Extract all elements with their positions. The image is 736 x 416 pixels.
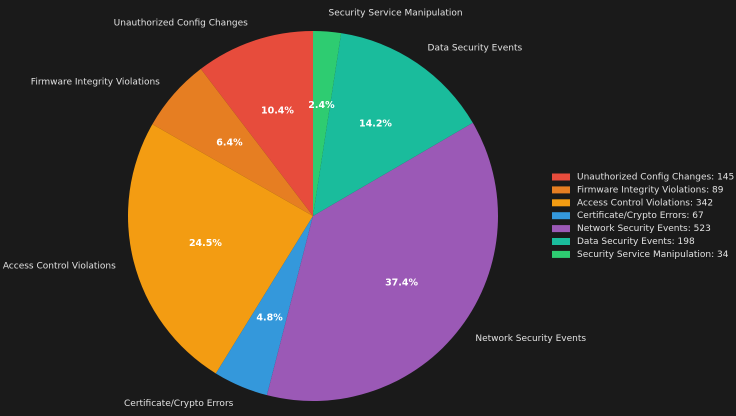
pie-slice bbox=[313, 31, 342, 216]
legend-entry: Firmware Integrity Violations: 89 bbox=[577, 185, 724, 195]
legend-swatch bbox=[552, 250, 570, 258]
slice-label: Access Control Violations bbox=[3, 262, 116, 272]
legend-swatch bbox=[552, 199, 570, 207]
legend-swatch bbox=[552, 225, 570, 233]
legend-entry: Data Security Events: 198 bbox=[577, 237, 695, 247]
slice-label: Firmware Integrity Violations bbox=[31, 77, 160, 87]
pie-slice bbox=[313, 33, 473, 216]
pie-slice bbox=[152, 68, 313, 217]
legend-entry: Unauthorized Config Changes: 145 bbox=[577, 173, 734, 183]
percent-label: 14.2% bbox=[359, 119, 392, 130]
percent-label: 24.5% bbox=[189, 238, 222, 249]
slice-label: Network Security Events bbox=[475, 334, 586, 344]
legend-swatch bbox=[552, 186, 570, 194]
percent-label: 37.4% bbox=[385, 277, 418, 288]
slice-label: Security Service Manipulation bbox=[329, 9, 463, 19]
percent-label: 10.4% bbox=[261, 105, 294, 116]
legend-swatch bbox=[552, 173, 570, 181]
slice-label: Data Security Events bbox=[428, 43, 523, 53]
legend-swatch bbox=[552, 238, 570, 245]
legend: Unauthorized Config Changes: 145 Firmware… bbox=[552, 173, 734, 260]
pie-slice bbox=[200, 31, 313, 216]
legend-entry: Network Security Events: 523 bbox=[577, 224, 711, 234]
legend-entry: Security Service Manipulation: 34 bbox=[577, 250, 729, 260]
pie-slice bbox=[127, 124, 313, 374]
percent-label: 4.8% bbox=[256, 313, 283, 324]
pie-slice bbox=[215, 216, 313, 396]
legend-entry: Certificate/Crypto Errors: 67 bbox=[577, 211, 704, 221]
pie-slice bbox=[266, 122, 499, 401]
slice-label: Certificate/Crypto Errors bbox=[124, 399, 234, 409]
percent-label: 6.4% bbox=[216, 137, 243, 148]
percent-label: 2.4% bbox=[308, 100, 335, 111]
legend-swatch bbox=[552, 212, 570, 220]
slice-label: Unauthorized Config Changes bbox=[114, 19, 248, 29]
legend-entry: Access Control Violations: 342 bbox=[577, 198, 713, 208]
